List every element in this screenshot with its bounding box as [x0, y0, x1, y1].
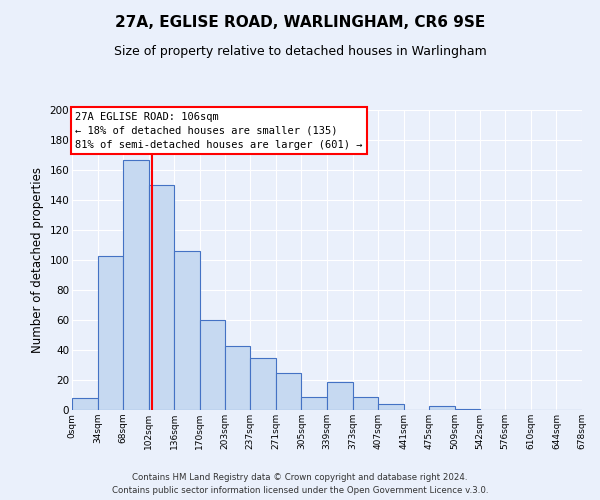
Bar [455, 408, 479, 410]
Text: Contains HM Land Registry data © Crown copyright and database right 2024.: Contains HM Land Registry data © Crown c… [132, 474, 468, 482]
Bar [378, 404, 404, 410]
Text: Contains public sector information licensed under the Open Government Licence v.: Contains public sector information licen… [112, 486, 488, 495]
Bar [98, 256, 123, 410]
Text: 27A EGLISE ROAD: 106sqm
← 18% of detached houses are smaller (135)
81% of semi-d: 27A EGLISE ROAD: 106sqm ← 18% of detache… [75, 112, 362, 150]
Bar [200, 320, 224, 410]
Bar [353, 396, 378, 410]
Bar [72, 398, 98, 410]
Bar [430, 406, 455, 410]
Bar [327, 382, 353, 410]
Bar [175, 251, 200, 410]
Bar [301, 396, 327, 410]
Bar [276, 372, 301, 410]
Text: 27A, EGLISE ROAD, WARLINGHAM, CR6 9SE: 27A, EGLISE ROAD, WARLINGHAM, CR6 9SE [115, 15, 485, 30]
Bar [123, 160, 149, 410]
Bar [224, 346, 250, 410]
Text: Size of property relative to detached houses in Warlingham: Size of property relative to detached ho… [113, 45, 487, 58]
Y-axis label: Number of detached properties: Number of detached properties [31, 167, 44, 353]
Bar [250, 358, 276, 410]
Bar [149, 185, 175, 410]
